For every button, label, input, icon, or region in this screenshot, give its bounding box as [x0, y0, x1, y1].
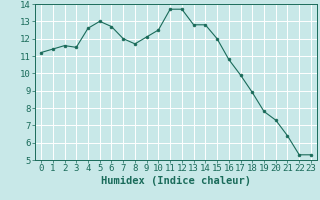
X-axis label: Humidex (Indice chaleur): Humidex (Indice chaleur): [101, 176, 251, 186]
